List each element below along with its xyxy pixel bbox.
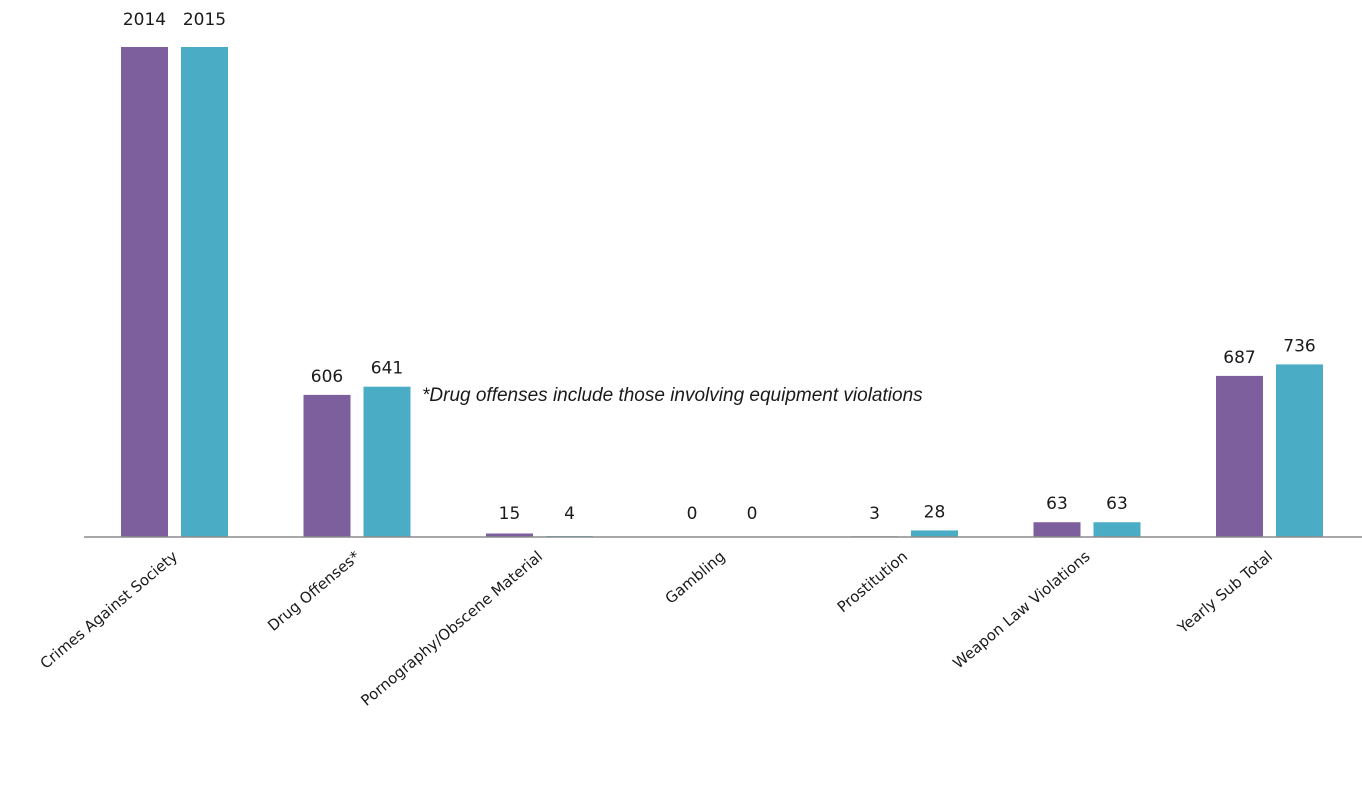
- value-label-2-7: 736: [1283, 336, 1315, 356]
- value-label-2-2: 641: [371, 359, 403, 379]
- value-label-2-4: 0: [747, 504, 758, 524]
- bars-group: [121, 47, 1323, 537]
- category-label-3: Pornography/Obscene Material: [357, 547, 546, 709]
- category-label-1: Crimes Against Society: [37, 547, 182, 672]
- value-label-2-3: 4: [564, 504, 575, 524]
- series-header-label-1-1: 2014: [123, 10, 166, 30]
- footnote-annotation: *Drug offenses include those involving e…: [422, 385, 923, 406]
- value-label-1-7: 687: [1223, 348, 1255, 368]
- bar-1-3: [486, 533, 533, 537]
- category-label-7: Yearly Sub Total: [1173, 547, 1276, 637]
- bar-1-6: [1033, 522, 1081, 537]
- category-label-6: Weapon Law Violations: [949, 547, 1093, 672]
- category-label-4: Gambling: [662, 547, 729, 607]
- bar-1-2: [303, 394, 351, 537]
- value-label-2-5: 28: [924, 502, 946, 522]
- value-labels-group: 2014 2015 606 641 15 4 0 0 3 28 63 63 687 736: [123, 10, 1316, 524]
- bar-2-1: [181, 47, 228, 537]
- value-label-1-5: 3: [869, 504, 880, 524]
- value-label-1-4: 0: [687, 504, 698, 524]
- category-labels-group: Crimes Against Society Drug Offenses*Porn…: [37, 547, 1276, 710]
- bar-2-7: [1276, 364, 1323, 537]
- bar-1-7: [1216, 375, 1263, 537]
- value-label-1-6: 63: [1046, 494, 1068, 514]
- series-header-label-2-1: 2015: [183, 10, 226, 30]
- category-label-5: Prostitution: [834, 547, 911, 616]
- bar-2-6: [1093, 522, 1141, 537]
- value-label-2-6: 63: [1106, 494, 1128, 514]
- value-label-1-3: 15: [499, 504, 521, 524]
- value-label-1-2: 606: [311, 367, 343, 387]
- category-label-2: Drug Offenses*: [264, 547, 364, 635]
- bar-2-5: [911, 530, 958, 537]
- bar-1-1: [121, 47, 168, 537]
- bar-2-2: [363, 386, 411, 537]
